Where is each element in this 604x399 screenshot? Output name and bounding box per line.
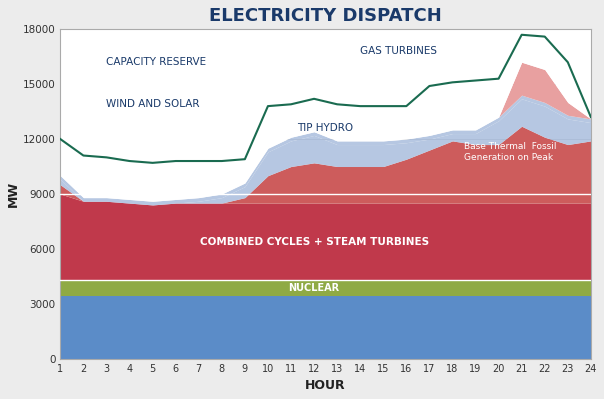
Text: WIND AND SOLAR: WIND AND SOLAR <box>106 99 200 109</box>
Text: CAPACITY RESERVE: CAPACITY RESERVE <box>106 57 207 67</box>
Text: NUCLEAR: NUCLEAR <box>289 283 339 293</box>
X-axis label: HOUR: HOUR <box>305 379 346 392</box>
Text: COMBINED CYCLES + STEAM TURBINES: COMBINED CYCLES + STEAM TURBINES <box>199 237 429 247</box>
Text: TIP HYDRO: TIP HYDRO <box>298 123 354 133</box>
Title: ELECTRICITY DISPATCH: ELECTRICITY DISPATCH <box>209 7 442 25</box>
Y-axis label: MW: MW <box>7 181 20 207</box>
Text: GAS TURBINES: GAS TURBINES <box>360 46 437 56</box>
Text: Base Thermal  Fossil
Generation on Peak: Base Thermal Fossil Generation on Peak <box>464 142 556 162</box>
